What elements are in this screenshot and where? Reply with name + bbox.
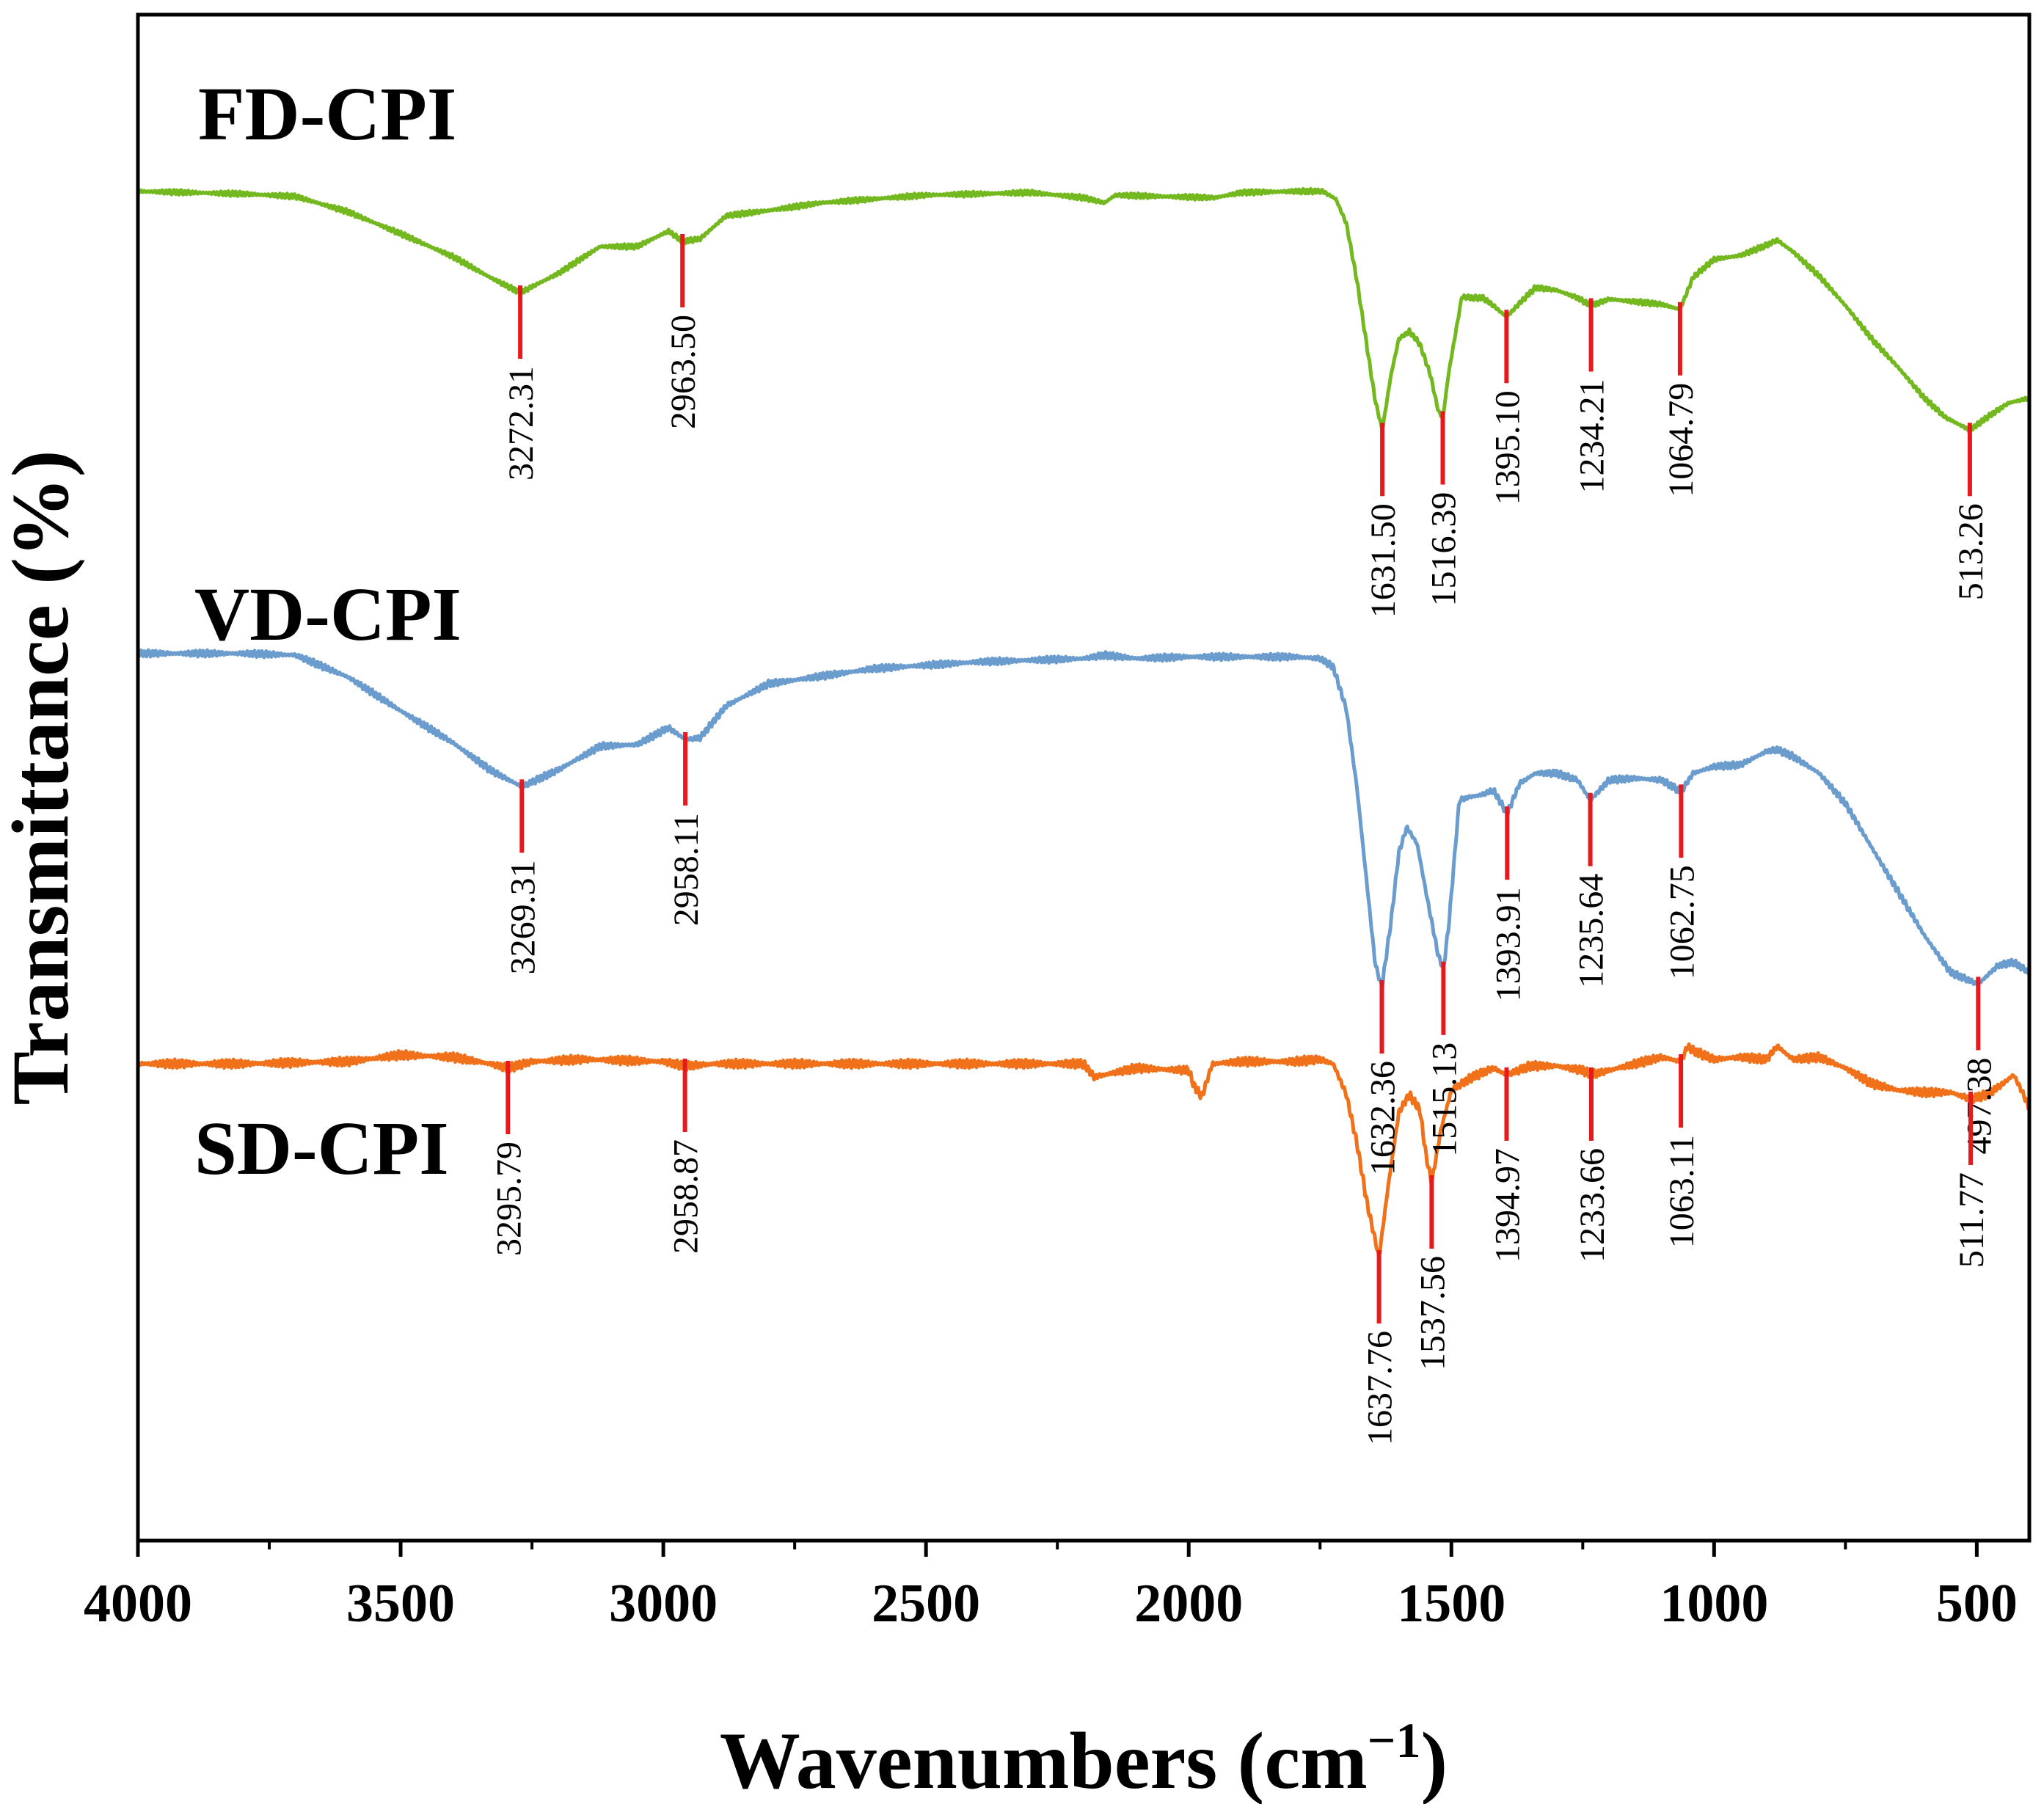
peak-label-fd-cpi-6: 1064.79 [1662, 383, 1701, 497]
x-axis-title: Wavenumbers (cm−1) [720, 1712, 1448, 1804]
y-axis-title: Transmittance (%) [0, 450, 85, 1105]
peak-label-fd-cpi-0: 3272.31 [502, 366, 541, 481]
peak-label-vd-cpi-3: 1515.13 [1425, 1042, 1464, 1157]
plot-frame [136, 12, 2032, 1543]
peak-label-sd-cpi-4: 1394.97 [1489, 1148, 1527, 1263]
x-axis-title-exponent: −1 [1368, 1712, 1421, 1768]
peak-label-sd-cpi-5: 1233.66 [1573, 1148, 1612, 1263]
series-label-fd-cpi: FD-CPI [198, 72, 456, 156]
x-tick-label-3500: 3500 [346, 1574, 455, 1634]
peak-label-vd-cpi-0: 3269.31 [503, 860, 542, 974]
series-line-fd-cpi [136, 186, 2032, 433]
x-axis-ticks: 4000 3500 3000 2500 2000 1500 1000 500 [84, 1541, 2018, 1634]
peak-label-sd-cpi-7: 511.77 [1952, 1172, 1991, 1268]
series-line-sd-cpi [136, 1042, 2031, 1258]
x-tick-label-1000: 1000 [1660, 1574, 1768, 1634]
x-tick-label-4000: 4000 [84, 1574, 192, 1634]
peak-label-vd-cpi-4: 1393.91 [1489, 887, 1527, 1001]
series-label-vd-cpi: VD-CPI [194, 572, 461, 657]
x-tick-label-500: 500 [1936, 1574, 2018, 1634]
peak-label-fd-cpi-5: 1234.21 [1573, 379, 1612, 494]
peak-marker-layer: 3272.31 2963.50 1631.50 1516.39 1395.10 1234.… [489, 234, 1999, 1445]
series-label-sd-cpi: SD-CPI [194, 1106, 449, 1191]
peak-label-sd-cpi-6: 1063.11 [1662, 1135, 1701, 1248]
peak-label-vd-cpi-7: 497.38 [1960, 1058, 1999, 1155]
x-tick-label-1500: 1500 [1397, 1574, 1505, 1634]
peak-label-vd-cpi-5: 1235.64 [1572, 874, 1611, 988]
peak-label-fd-cpi-4: 1395.10 [1488, 390, 1527, 505]
peak-label-vd-cpi-1: 2958.11 [667, 813, 706, 926]
x-tick-label-2000: 2000 [1134, 1574, 1243, 1634]
peak-label-fd-cpi-1: 2963.50 [664, 315, 703, 429]
peak-label-vd-cpi-2: 1632.36 [1364, 1061, 1403, 1175]
x-axis-title-close: ) [1421, 1716, 1448, 1804]
peak-label-sd-cpi-2: 1637.76 [1361, 1331, 1400, 1445]
peak-label-sd-cpi-3: 1537.56 [1413, 1256, 1452, 1370]
peak-label-sd-cpi-0: 3295.79 [489, 1142, 528, 1256]
peak-label-sd-cpi-1: 2958.87 [667, 1139, 706, 1254]
peak-label-vd-cpi-6: 1062.75 [1662, 865, 1701, 979]
peak-label-fd-cpi-7: 513.26 [1952, 503, 1990, 600]
x-tick-label-2500: 2500 [872, 1574, 980, 1634]
x-tick-label-3000: 3000 [609, 1574, 718, 1634]
x-axis-title-main: Wavenumbers (cm [720, 1716, 1368, 1804]
peak-label-fd-cpi-2: 1631.50 [1364, 503, 1403, 618]
series-layer: FD-CPI VD-CPI SD-CPI [136, 72, 2032, 1258]
series-line-vd-cpi [136, 648, 2031, 990]
peak-label-fd-cpi-3: 1516.39 [1425, 492, 1464, 607]
